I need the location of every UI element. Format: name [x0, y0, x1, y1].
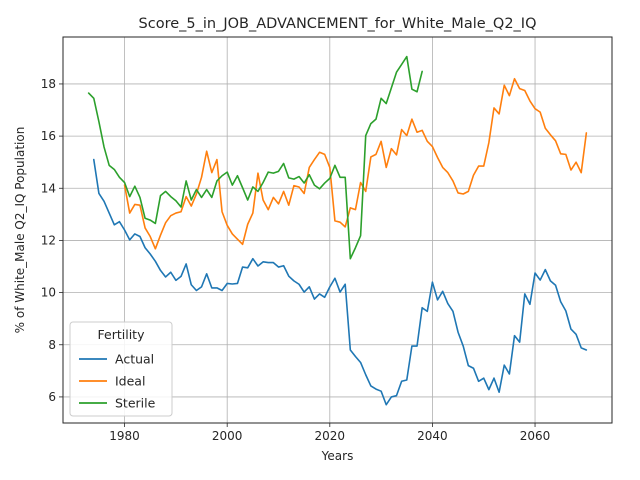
legend-label-sterile: Sterile: [115, 396, 156, 411]
x-tick-label: 2020: [315, 429, 346, 443]
y-tick-label: 12: [41, 233, 56, 247]
x-tick-label: 2060: [520, 429, 551, 443]
y-tick-label: 18: [41, 77, 56, 91]
chart-title: Score_5_in_JOB_ADVANCEMENT_for_White_Mal…: [139, 16, 537, 32]
legend-title: Fertility: [98, 327, 146, 342]
y-tick-label: 16: [41, 129, 56, 143]
legend: Fertility Actual Ideal Sterile: [70, 322, 172, 416]
x-tick-label: 1980: [109, 429, 140, 443]
y-tick-label: 14: [41, 181, 56, 195]
y-tick-label: 8: [48, 338, 56, 352]
y-tick-label: 10: [41, 286, 56, 300]
x-axis-label: Years: [321, 449, 354, 463]
y-axis-label: % of White_Male Q2_IQ Population: [13, 127, 27, 334]
y-tick-label: 6: [48, 390, 56, 404]
x-tick-label: 2040: [417, 429, 448, 443]
legend-label-actual: Actual: [115, 352, 154, 367]
x-tick-label: 2000: [212, 429, 243, 443]
legend-label-ideal: Ideal: [115, 374, 145, 389]
